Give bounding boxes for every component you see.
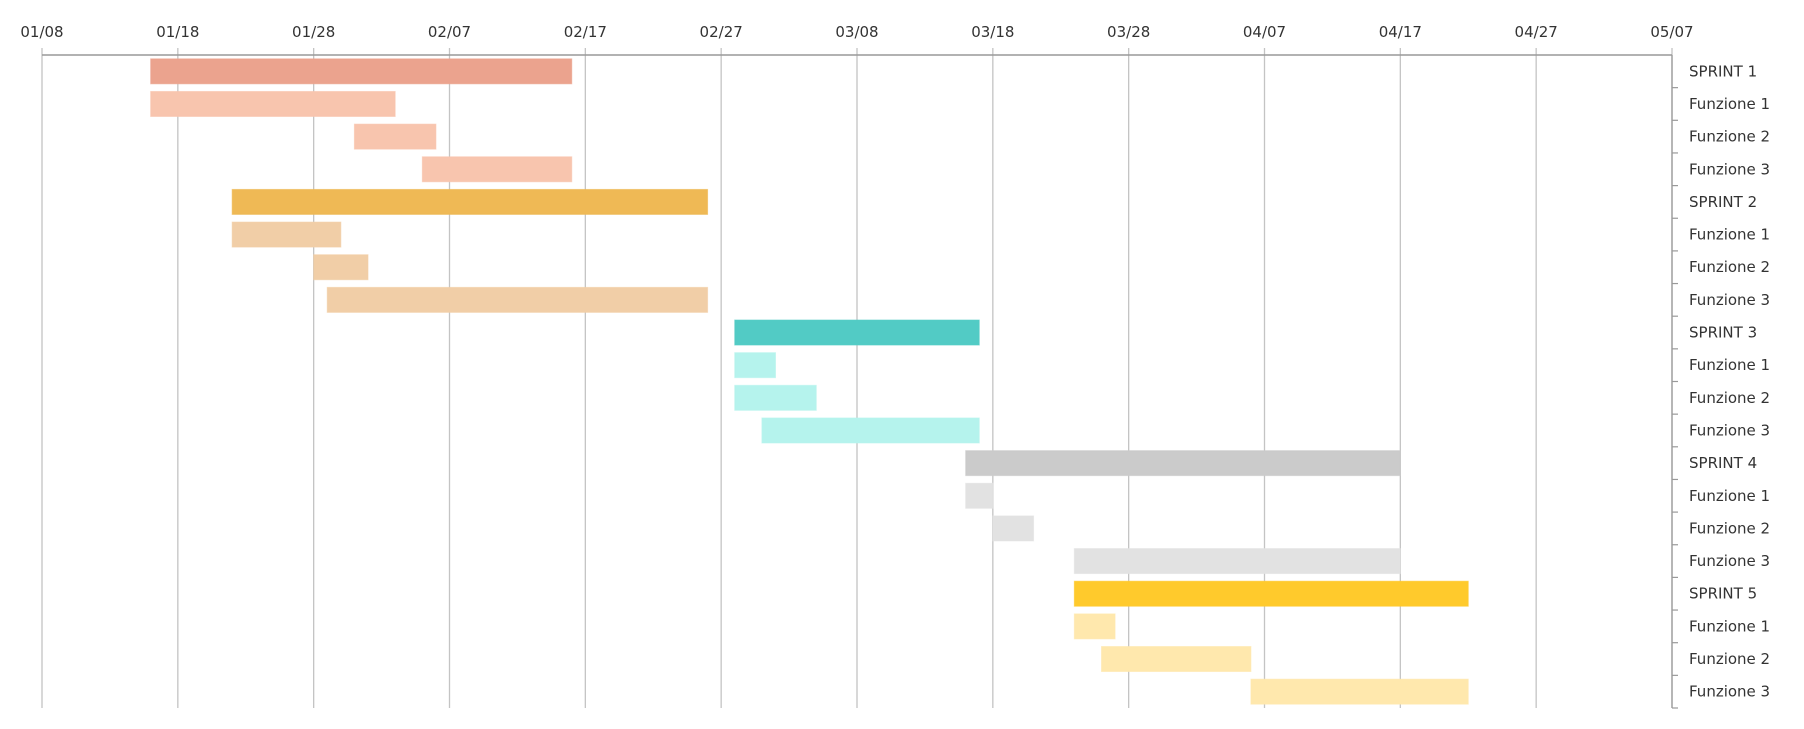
gridlines: [41, 48, 1673, 708]
x-tick-label: 04/07: [1243, 23, 1286, 41]
gantt-bar: [326, 286, 709, 313]
gantt-bar: [1073, 580, 1469, 607]
x-tick-label: 01/18: [156, 23, 199, 41]
row-label: Funzione 2: [1689, 128, 1770, 146]
gantt-bar: [761, 417, 980, 444]
x-tick-label: 03/28: [1107, 23, 1150, 41]
x-tick-label: 02/27: [700, 23, 743, 41]
gantt-bar: [231, 188, 709, 215]
row-label: Funzione 3: [1689, 683, 1770, 701]
gantt-bar: [231, 221, 342, 248]
gantt-bar: [734, 319, 980, 346]
row-label: Funzione 1: [1689, 617, 1770, 635]
x-tick-label: 03/18: [971, 23, 1014, 41]
gantt-bar: [992, 515, 1035, 542]
gantt-bar: [734, 352, 776, 379]
gantt-bar: [150, 90, 396, 117]
gantt-bar: [1101, 646, 1252, 673]
row-label: Funzione 3: [1689, 291, 1770, 309]
row-label: Funzione 2: [1689, 519, 1770, 537]
row-label: Funzione 2: [1689, 650, 1770, 668]
row-label: SPRINT 3: [1689, 324, 1757, 342]
axes: [42, 54, 1678, 709]
gantt-bar: [1250, 678, 1469, 705]
gantt-bar: [150, 58, 573, 85]
x-tick-labels: 01/08 01/18 01/28 02/07 02/17 02/27 03/08 03/18…: [20, 23, 1693, 41]
gantt-bar: [353, 123, 437, 150]
x-tick-label: 01/28: [292, 23, 335, 41]
gantt-bar: [965, 450, 1401, 477]
row-label: Funzione 1: [1689, 356, 1770, 374]
x-tick-label: 04/27: [1515, 23, 1558, 41]
row-label: Funzione 1: [1689, 226, 1770, 244]
row-label: Funzione 1: [1689, 487, 1770, 505]
row-label: SPRINT 1: [1689, 62, 1757, 80]
bars: [150, 58, 1469, 705]
row-label: Funzione 1: [1689, 95, 1770, 113]
row-label: SPRINT 4: [1689, 454, 1757, 472]
gantt-bar: [313, 254, 369, 281]
row-label: Funzione 2: [1689, 258, 1770, 276]
row-label: Funzione 3: [1689, 160, 1770, 178]
x-tick-label: 01/08: [20, 23, 63, 41]
row-label: Funzione 3: [1689, 552, 1770, 570]
gantt-bar: [421, 156, 573, 183]
x-tick-label: 05/07: [1650, 23, 1693, 41]
gantt-bar: [734, 384, 817, 411]
x-tick-label: 02/07: [428, 23, 471, 41]
row-label: Funzione 2: [1689, 389, 1770, 407]
x-tick-label: 02/17: [564, 23, 607, 41]
x-tick-label: 03/08: [835, 23, 878, 41]
x-tick-label: 04/17: [1379, 23, 1422, 41]
gantt-bar: [965, 482, 994, 509]
row-label: Funzione 3: [1689, 421, 1770, 439]
row-label: SPRINT 2: [1689, 193, 1757, 211]
gantt-bar: [1073, 548, 1401, 575]
row-label: SPRINT 5: [1689, 585, 1757, 603]
gantt-bar: [1073, 613, 1116, 640]
row-labels: SPRINT 1 Funzione 1 Funzione 2 Funzione 3 SP…: [1689, 62, 1770, 700]
